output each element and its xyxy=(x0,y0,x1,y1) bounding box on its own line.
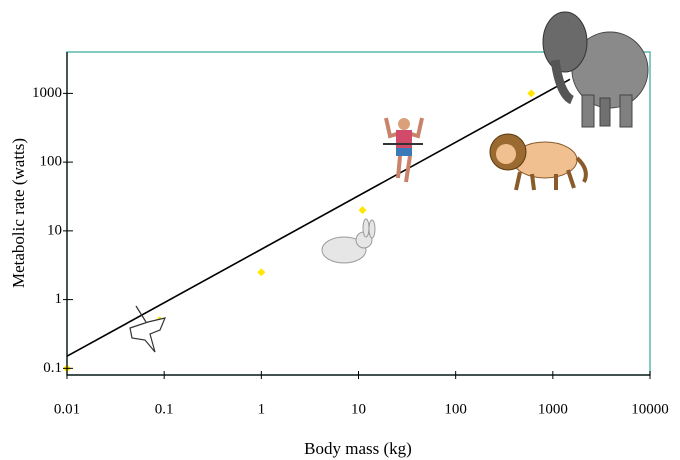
y-tick-label: 10 xyxy=(47,222,62,238)
bird-illustration xyxy=(130,306,165,352)
y-tick-label: 100 xyxy=(40,154,63,170)
runner-illustration xyxy=(383,118,423,182)
y-tick-label: 0.1 xyxy=(43,360,62,376)
x-tick-label: 0.1 xyxy=(155,401,174,417)
y-tick-label: 1000 xyxy=(32,85,62,101)
fit-line xyxy=(67,79,570,356)
x-tick-label: 1000 xyxy=(538,401,568,417)
y-axis-title: Metabolic rate (watts) xyxy=(9,138,28,288)
x-tick-label: 1 xyxy=(258,401,266,417)
x-axis-title: Body mass (kg) xyxy=(304,439,412,458)
data-point xyxy=(527,89,535,97)
y-tick-label: 1 xyxy=(55,291,63,307)
x-tick-label: 100 xyxy=(444,401,467,417)
elephant-illustration xyxy=(543,12,648,127)
x-tick-label: 0.01 xyxy=(54,401,80,417)
x-tick-label: 10000 xyxy=(631,401,669,417)
rabbit-illustration xyxy=(322,219,375,263)
data-point xyxy=(257,268,265,276)
chart: Body mass (kg) Metabolic rate (watts) 0.… xyxy=(0,0,680,460)
data-point xyxy=(359,206,367,214)
lion-illustration xyxy=(490,134,586,190)
x-tick-label: 10 xyxy=(351,401,366,417)
